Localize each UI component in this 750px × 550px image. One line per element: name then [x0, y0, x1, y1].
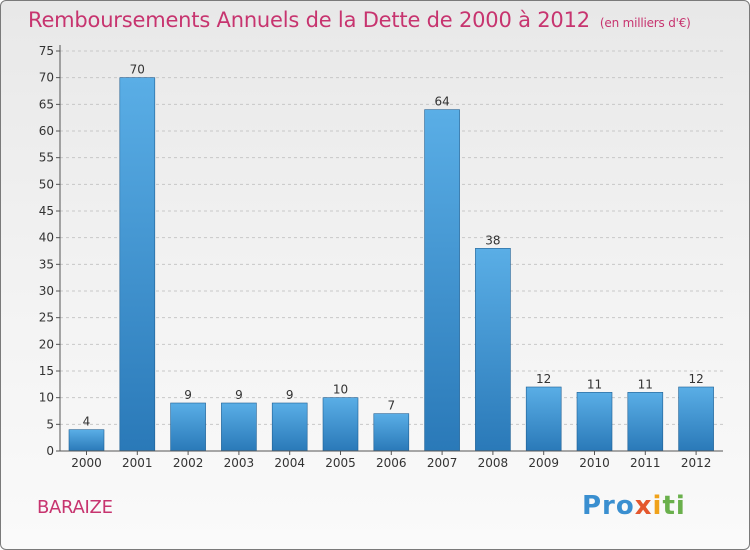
x-tick-label: 2004	[274, 456, 305, 470]
proxiti-logo: Proxiti	[582, 491, 686, 521]
y-tick-label: 50	[39, 177, 54, 191]
y-tick-label: 55	[39, 151, 54, 165]
x-tick-label: 2010	[579, 456, 610, 470]
y-tick-label: 45	[39, 204, 54, 218]
data-label: 11	[587, 377, 602, 391]
bar	[119, 77, 156, 452]
data-label: 70	[130, 63, 145, 77]
x-tick-label: 2006	[376, 456, 407, 470]
x-tick-label: 2011	[630, 456, 661, 470]
data-label: 64	[434, 95, 449, 109]
y-tick-label: 30	[39, 284, 54, 298]
y-tick-label: 10	[39, 391, 54, 405]
chart-unit: (en milliers d'€)	[599, 16, 691, 30]
data-label: 9	[286, 388, 294, 402]
y-tick-label: 65	[39, 97, 54, 111]
x-tick-label: 2005	[325, 456, 356, 470]
y-tick-label: 5	[46, 417, 54, 431]
x-tick-label: 2008	[478, 456, 509, 470]
x-axis: 2000 2001 2002 2003 2004 2005 2006 2007 2008 2009…	[60, 450, 723, 470]
data-label: 10	[333, 383, 348, 397]
bar	[373, 413, 410, 452]
chart-title: Remboursements Annuels de la Dette de 20…	[28, 8, 691, 32]
y-tick-label: 75	[39, 44, 54, 58]
y-tick-label: 20	[39, 337, 54, 351]
bar	[678, 386, 714, 452]
bar	[424, 109, 460, 452]
commune-name: BARAIZE	[37, 497, 113, 518]
y-tick-label: 25	[39, 311, 54, 325]
bar	[576, 392, 613, 452]
bar	[271, 402, 308, 452]
y-tick-label: 0	[46, 444, 54, 458]
y-tick-label: 70	[39, 71, 54, 85]
data-label: 7	[387, 399, 395, 413]
data-label: 12	[536, 372, 551, 386]
x-tick-label: 2000	[71, 456, 102, 470]
data-label: 38	[485, 233, 500, 247]
bar	[170, 402, 206, 452]
bar	[68, 429, 105, 452]
bar	[221, 402, 257, 452]
data-label: 9	[235, 388, 243, 402]
y-tick-label: 60	[39, 124, 54, 138]
data-label: 11	[638, 377, 653, 391]
y-tick-label: 40	[39, 231, 54, 245]
x-tick-label: 2002	[173, 456, 204, 470]
x-tick-label: 2003	[224, 456, 255, 470]
y-tick-label: 35	[39, 257, 54, 271]
x-tick-label: 2007	[427, 456, 458, 470]
x-tick-label: 2012	[681, 456, 712, 470]
data-label: 4	[83, 415, 91, 429]
data-label: 9	[184, 388, 192, 402]
bar	[322, 397, 359, 452]
chart-title-text: Remboursements Annuels de la Dette de 20…	[28, 8, 590, 32]
bar	[525, 386, 562, 452]
y-tick-label: 15	[39, 364, 54, 378]
data-label: 12	[688, 372, 703, 386]
bar	[475, 248, 511, 452]
y-axis: 0 5 10 15 20 25 30 35 40 45 50 55 60 65 70 75	[39, 44, 61, 458]
bars: 4 70 9 9 9 10 7 64 38 12 11 11 12	[68, 63, 714, 452]
x-tick-label: 2009	[528, 456, 559, 470]
gridlines	[60, 50, 723, 425]
x-tick-label: 2001	[122, 456, 153, 470]
bar	[627, 392, 664, 452]
